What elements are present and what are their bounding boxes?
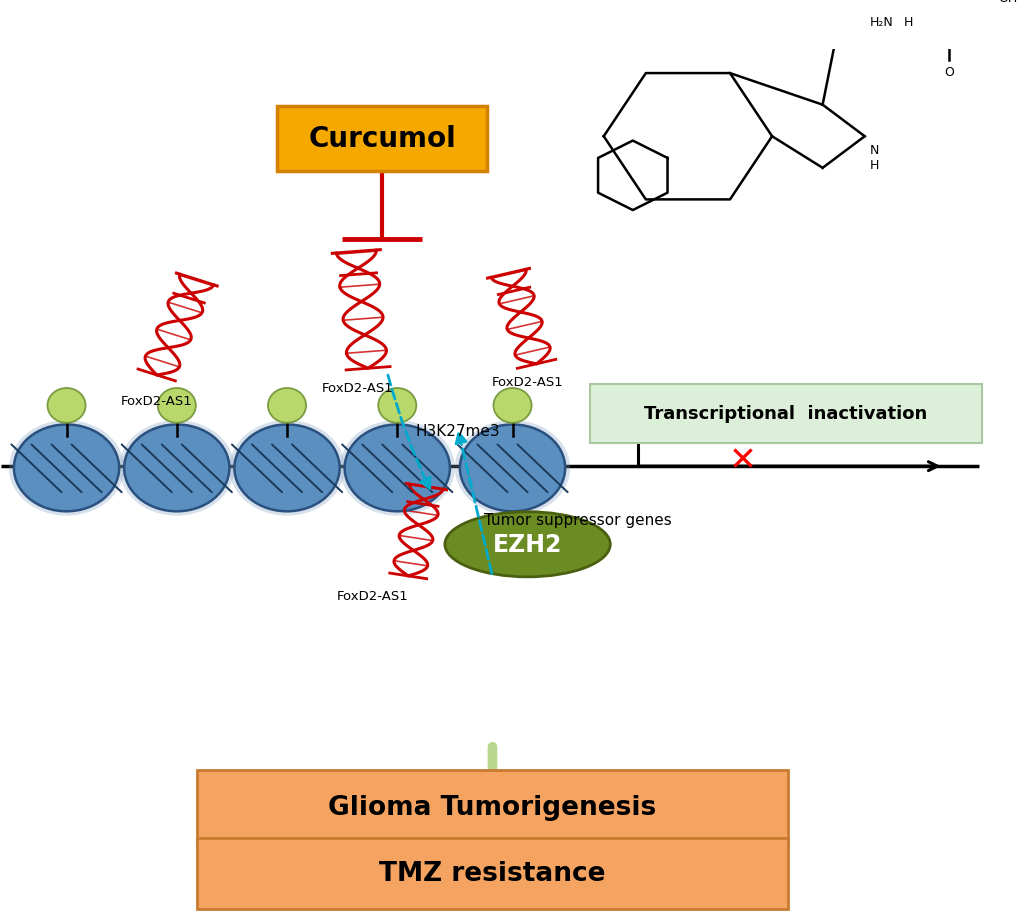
Ellipse shape [48,389,86,424]
Ellipse shape [339,421,454,516]
Ellipse shape [14,425,119,512]
Ellipse shape [9,421,124,516]
Ellipse shape [460,425,565,512]
Text: EZH2: EZH2 [492,533,561,557]
Ellipse shape [268,389,306,424]
Text: OH: OH [998,0,1017,5]
Ellipse shape [119,421,234,516]
Text: N: N [869,144,878,157]
Text: H₂N: H₂N [869,17,893,29]
FancyBboxPatch shape [277,107,487,172]
Ellipse shape [229,421,344,516]
Text: H: H [903,17,912,29]
Text: Curcumol: Curcumol [308,125,455,153]
Ellipse shape [234,425,339,512]
FancyBboxPatch shape [589,384,980,443]
Ellipse shape [124,425,229,512]
Text: ✕: ✕ [729,444,756,477]
Text: H3K27me3: H3K27me3 [415,423,499,438]
Text: FoxD2-AS1: FoxD2-AS1 [336,590,408,603]
FancyBboxPatch shape [197,770,788,844]
Text: Glioma Tumorigenesis: Glioma Tumorigenesis [328,794,656,820]
Ellipse shape [378,389,416,424]
Ellipse shape [444,512,609,577]
Text: FoxD2-AS1: FoxD2-AS1 [491,376,562,389]
Text: TMZ resistance: TMZ resistance [379,860,605,886]
Text: O: O [943,66,953,79]
FancyBboxPatch shape [197,838,788,909]
Text: FoxD2-AS1: FoxD2-AS1 [120,394,193,408]
Ellipse shape [454,421,570,516]
Ellipse shape [158,389,196,424]
Text: FoxD2-AS1: FoxD2-AS1 [321,381,392,394]
Ellipse shape [344,425,449,512]
Text: H: H [869,159,878,172]
Ellipse shape [493,389,531,424]
Text: Transcriptional  inactivation: Transcriptional inactivation [643,404,926,423]
Text: Tumor suppressor genes: Tumor suppressor genes [483,513,671,528]
